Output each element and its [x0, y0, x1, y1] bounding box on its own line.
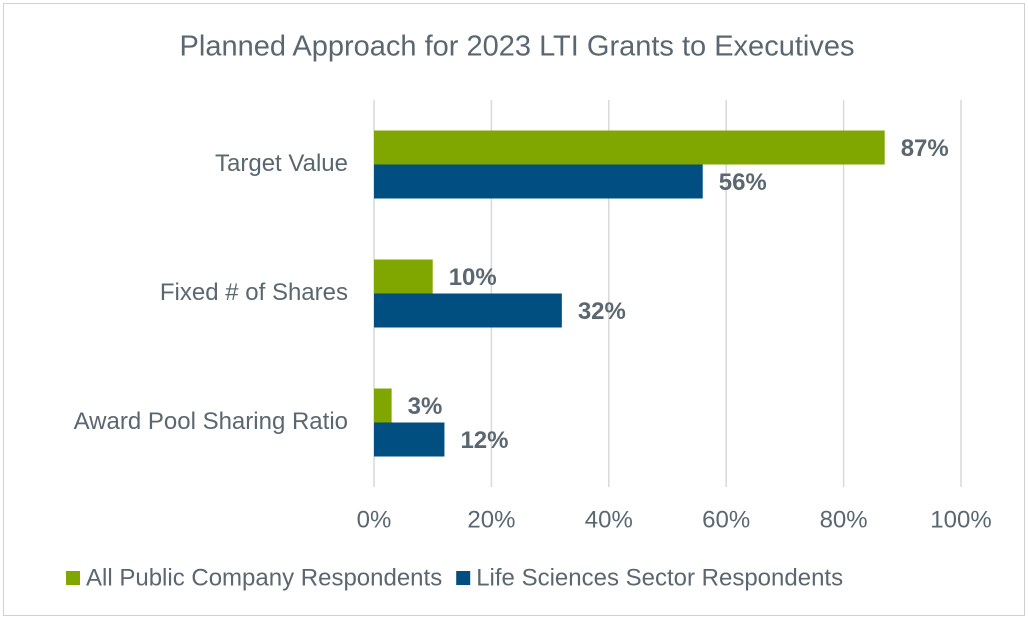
x-tick-label: 0%: [357, 506, 392, 533]
chart-title: Planned Approach for 2023 LTI Grants to …: [180, 31, 855, 63]
bar: [374, 422, 445, 457]
value-label: 32%: [578, 298, 626, 325]
x-tick-label: 80%: [820, 506, 868, 533]
y-tick-label: Target Value: [215, 150, 348, 177]
legend-swatch: [456, 571, 471, 585]
legend-label: All Public Company Respondents: [86, 564, 442, 591]
bar: [374, 388, 392, 423]
x-tick-label: 60%: [702, 506, 750, 533]
value-label: 3%: [408, 393, 443, 420]
value-label: 56%: [719, 169, 767, 196]
x-tick-label: 40%: [585, 506, 633, 533]
value-label: 10%: [449, 264, 497, 291]
y-tick-label: Fixed # of Shares: [160, 279, 348, 306]
bar: [374, 259, 433, 294]
y-tick-label: Award Pool Sharing Ratio: [74, 408, 348, 435]
value-label: 87%: [901, 135, 949, 162]
bar: [374, 164, 703, 199]
bar: [374, 130, 885, 165]
x-tick-label: 100%: [930, 506, 991, 533]
x-tick-label: 20%: [467, 506, 515, 533]
value-label: 12%: [460, 427, 508, 454]
bar: [374, 293, 562, 328]
legend-label: Life Sciences Sector Respondents: [476, 564, 843, 591]
legend-swatch: [66, 571, 80, 585]
